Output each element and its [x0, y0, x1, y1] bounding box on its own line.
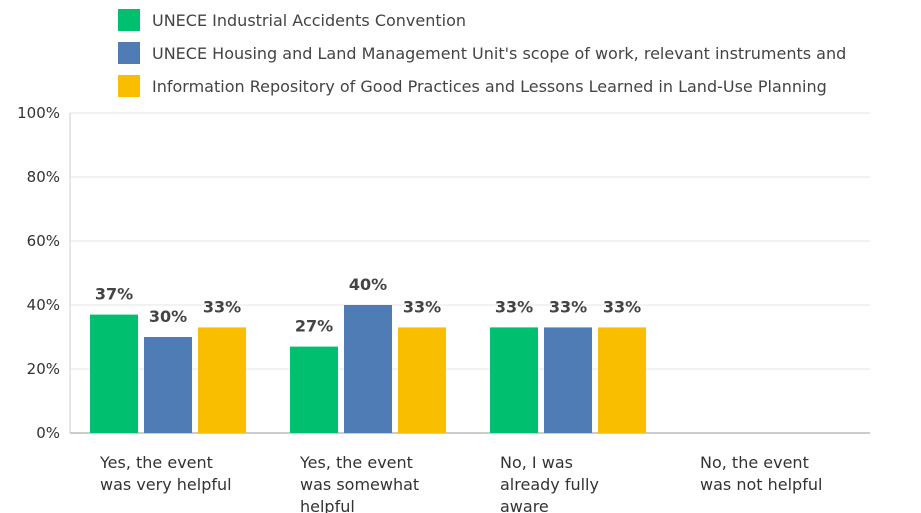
- legend-label: Information Repository of Good Practices…: [152, 77, 827, 96]
- value-label: 30%: [149, 307, 187, 326]
- bar: [490, 327, 538, 433]
- bar: [344, 305, 392, 433]
- y-tick-label: 80%: [27, 168, 60, 186]
- bar: [90, 314, 138, 433]
- x-tick-label: Yes, the event was somewhat helpful: [299, 453, 424, 513]
- legend-swatch: [118, 75, 140, 97]
- value-label: 33%: [495, 297, 533, 316]
- y-tick-label: 20%: [27, 360, 60, 378]
- x-tick-label: Yes, the event was very helpful: [99, 453, 232, 494]
- x-tick-label: No, I was already fully aware: [500, 453, 604, 513]
- value-label: 37%: [95, 285, 133, 304]
- bar: [544, 327, 592, 433]
- legend-label: UNECE Housing and Land Management Unit's…: [152, 44, 846, 63]
- legend-swatch: [118, 42, 140, 64]
- legend-swatch: [118, 9, 140, 31]
- bar: [598, 327, 646, 433]
- bar: [290, 346, 338, 433]
- bar: [198, 327, 246, 433]
- legend-label: UNECE Industrial Accidents Convention: [152, 11, 466, 30]
- legend: UNECE Industrial Accidents Convention UNE…: [118, 9, 846, 97]
- value-label: 33%: [549, 297, 587, 316]
- value-label: 27%: [295, 317, 333, 336]
- bar: [398, 327, 446, 433]
- value-label: 33%: [403, 297, 441, 316]
- value-label: 40%: [349, 275, 387, 294]
- y-tick-label: 100%: [17, 104, 60, 122]
- y-tick-label: 0%: [36, 424, 60, 442]
- y-tick-label: 40%: [27, 296, 60, 314]
- y-tick-label: 60%: [27, 232, 60, 250]
- value-label: 33%: [603, 297, 641, 316]
- bar: [144, 337, 192, 433]
- x-tick-label: No, the event was not helpful: [700, 453, 822, 494]
- value-label: 33%: [203, 297, 241, 316]
